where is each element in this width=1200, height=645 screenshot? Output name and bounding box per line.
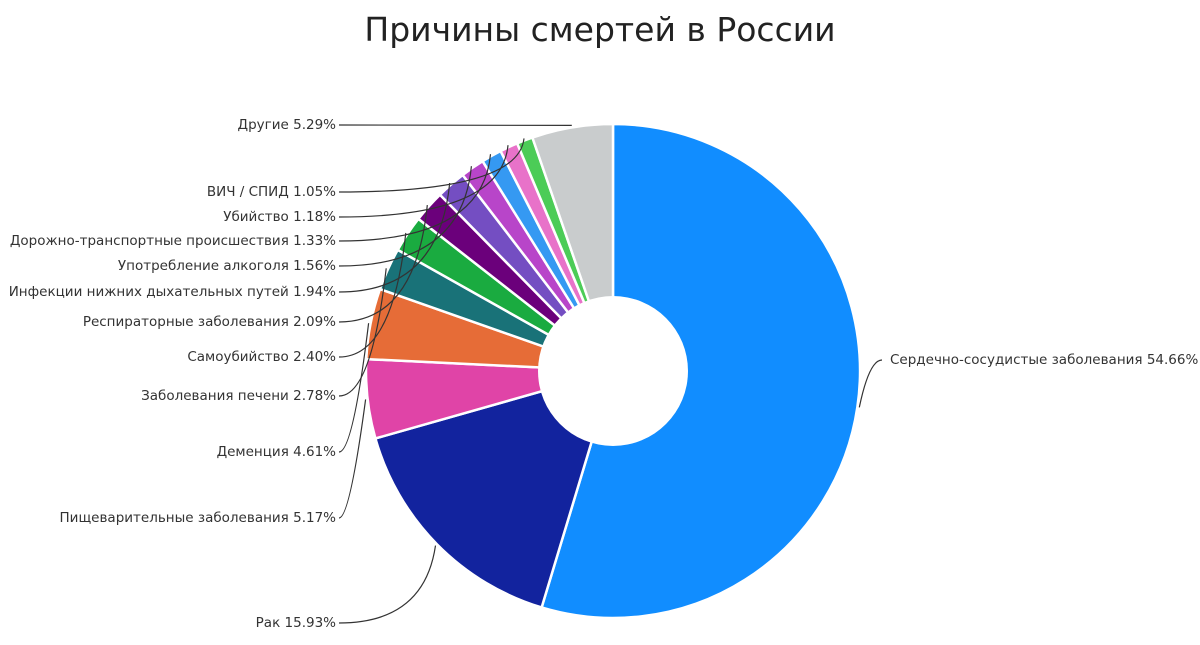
data-label-инфекции-нижних-дыхательных-путей: Инфекции нижних дыхательных путей 1.94% (9, 284, 336, 300)
data-label-употребление-алкоголя: Употребление алкоголя 1.56% (118, 258, 336, 274)
data-label-сердечно-сосудистые-заболевания: Сердечно-сосудистые заболевания 54.66% (890, 352, 1198, 368)
data-label-пищеварительные-заболевания: Пищеварительные заболевания 5.17% (60, 510, 337, 526)
leader-line-заболевания-печени (338, 268, 387, 397)
slice-сердечно-сосудистые-заболевания[interactable] (540, 122, 862, 620)
leader-line-употребление-алкоголя (338, 166, 472, 267)
data-label-другие: Другие 5.29% (238, 117, 337, 133)
data-label-заболевания-печени: Заболевания печени 2.78% (141, 388, 336, 404)
leader-lines (338, 124, 883, 624)
leader-line-инфекции-нижних-дыхательных-путей (338, 182, 451, 293)
leader-line-респираторные-заболевания (338, 205, 428, 323)
donut-hole (538, 296, 688, 446)
leader-line-убийство (338, 145, 509, 218)
data-label-деменция: Деменция 4.61% (217, 444, 337, 460)
data-label-вич-спид: ВИЧ / СПИД 1.05% (207, 184, 336, 200)
leader-line-дорожно-транспортные-происшествия (338, 154, 492, 242)
data-labels: Сердечно-сосудистые заболевания 54.66% Ра… (9, 117, 1199, 631)
data-label-самоубийство: Самоубийство 2.40% (187, 349, 336, 365)
leader-line-сердечно-сосудистые-заболевания (858, 359, 883, 408)
data-label-убийство: Убийство 1.18% (223, 209, 336, 225)
slice-рак[interactable] (374, 369, 615, 609)
leader-line-самоубийство (338, 232, 407, 358)
data-label-респираторные-заболевания: Респираторные заболевания 2.09% (83, 314, 336, 330)
chart-title: Причины смертей в России (364, 10, 836, 49)
leader-line-пищеварительные-заболевания (338, 399, 367, 519)
leader-line-вич-спид (338, 138, 525, 193)
data-label-дорожно-транспортные-происшествия: Дорожно-транспортные происшествия 1.33% (10, 233, 336, 249)
leader-line-деменция (338, 323, 370, 453)
leader-line-рак (338, 545, 437, 624)
data-label-рак: Рак 15.93% (256, 615, 337, 631)
